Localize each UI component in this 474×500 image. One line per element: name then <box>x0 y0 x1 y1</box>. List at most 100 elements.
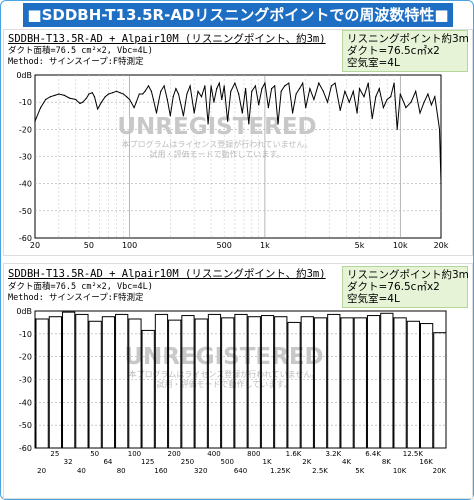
data-point <box>230 90 232 92</box>
data-point <box>291 112 294 114</box>
data-point <box>34 120 36 122</box>
data-point <box>172 96 174 98</box>
x-tick-label: 3.2K <box>325 450 341 458</box>
data-point <box>189 85 191 87</box>
chart-header-line1: SDDBH-T13.5R-AD + Alpair10M (リスニングポイント、約… <box>8 33 326 45</box>
data-point <box>393 82 395 84</box>
data-point <box>186 93 188 95</box>
y-tick-label: -60 <box>19 234 32 243</box>
x-tick-label: 64 <box>103 458 112 466</box>
data-point <box>270 87 273 90</box>
bar <box>115 313 129 449</box>
x-tick-label: 12.5K <box>403 450 424 458</box>
x-tick-label: 1K <box>262 458 271 466</box>
x-tick-label: 200 <box>168 450 181 458</box>
legend-line: 空気室=4L <box>347 57 400 69</box>
data-point <box>138 93 140 95</box>
bar <box>300 316 314 449</box>
data-point <box>274 85 276 87</box>
x-tick-label: 40 <box>77 467 86 475</box>
data-point <box>68 97 71 99</box>
data-point <box>216 87 218 90</box>
x-tick-label: 10k <box>393 241 408 250</box>
data-point <box>85 97 88 99</box>
chart-header-line1: SDDBH-T13.5R-AD + Alpair10M (リスニングポイント、約… <box>8 268 326 280</box>
x-tick-label: 500 <box>217 241 232 250</box>
data-point <box>363 96 365 98</box>
watermark-line: 試用・評価モードで動作しています。 <box>150 149 285 159</box>
chart-legend: リスニングポイント約3m ダクト=76.5c㎡x2 空気室=4L <box>342 30 469 72</box>
data-point <box>155 112 158 114</box>
x-tick-label: 20k <box>434 241 449 250</box>
data-point <box>180 104 182 106</box>
data-point <box>437 117 439 120</box>
x-tick-label: 1.25K <box>270 467 291 475</box>
data-point <box>251 90 253 92</box>
data-point <box>54 94 56 96</box>
data-point <box>334 82 336 84</box>
data-point <box>318 82 320 84</box>
chart-header-line2: ダクト面積=76.5 cm²×2, Vbc=4L) <box>8 282 153 292</box>
watermark-title: UNREGISTERED <box>124 344 323 370</box>
bar-chart: 0dB -10 -20 -30 -40 -50 -60 UNREGISTERED本プログラムは… <box>16 307 447 475</box>
y-tick-label: -50 <box>19 207 32 216</box>
data-point <box>144 90 146 92</box>
data-point <box>238 93 240 95</box>
data-point <box>415 90 417 92</box>
bar <box>141 329 155 449</box>
x-tick-label: 2K <box>302 458 311 466</box>
y-tick-label: -30 <box>19 376 32 385</box>
data-point <box>142 93 144 95</box>
data-point <box>261 87 263 90</box>
data-point <box>348 101 350 103</box>
x-tick-label: 25 <box>50 450 59 458</box>
legend-line: ダクト=76.5c㎡x2 <box>347 45 440 57</box>
data-point <box>367 82 369 84</box>
data-point <box>375 96 377 98</box>
data-point <box>371 117 373 120</box>
data-point <box>169 115 171 117</box>
data-point <box>313 98 315 101</box>
x-tick-label: 4K <box>342 458 351 466</box>
x-tick-label: 80 <box>117 467 126 475</box>
data-point <box>248 123 250 125</box>
legend-line: リスニングポイント約3m <box>347 269 469 281</box>
watermark-title: UNREGISTERED <box>117 114 316 140</box>
data-point <box>356 112 358 114</box>
data-point <box>200 96 203 98</box>
data-point <box>213 101 215 103</box>
legend-line: ダクト=76.5c㎡x2 <box>347 281 440 293</box>
y-tick-label: -30 <box>19 153 32 162</box>
bar <box>35 318 49 449</box>
data-point <box>150 90 153 92</box>
x-tick-label: 125 <box>141 458 154 466</box>
data-point <box>210 85 212 87</box>
y-tick-label: 0dB <box>16 307 32 316</box>
bar <box>101 316 116 449</box>
x-tick-label: 20K <box>433 467 447 475</box>
bar <box>168 319 182 449</box>
data-point <box>75 98 77 101</box>
data-point <box>386 98 388 101</box>
data-point <box>390 96 392 98</box>
y-tick-label: -60 <box>19 444 32 453</box>
data-point <box>305 107 307 109</box>
data-point <box>112 92 114 94</box>
data-point <box>352 90 354 92</box>
data-point <box>410 101 412 103</box>
bar <box>287 321 301 449</box>
x-tick-label: 2.5K <box>312 467 328 475</box>
chart-header-line3: Method: サインスイープ:F特測定 <box>8 57 144 67</box>
bar <box>419 323 434 449</box>
y-tick-label: -40 <box>19 180 32 189</box>
data-point <box>302 82 304 84</box>
data-point <box>227 120 229 122</box>
data-point <box>204 85 206 87</box>
chart-header-line2: ダクト面積=76.5 cm²×2, Vbc=4L) <box>8 46 153 56</box>
data-point <box>264 82 266 84</box>
x-tick-label: 100 <box>128 450 141 458</box>
data-point <box>309 87 311 90</box>
data-point <box>158 98 160 101</box>
data-point <box>419 112 421 114</box>
